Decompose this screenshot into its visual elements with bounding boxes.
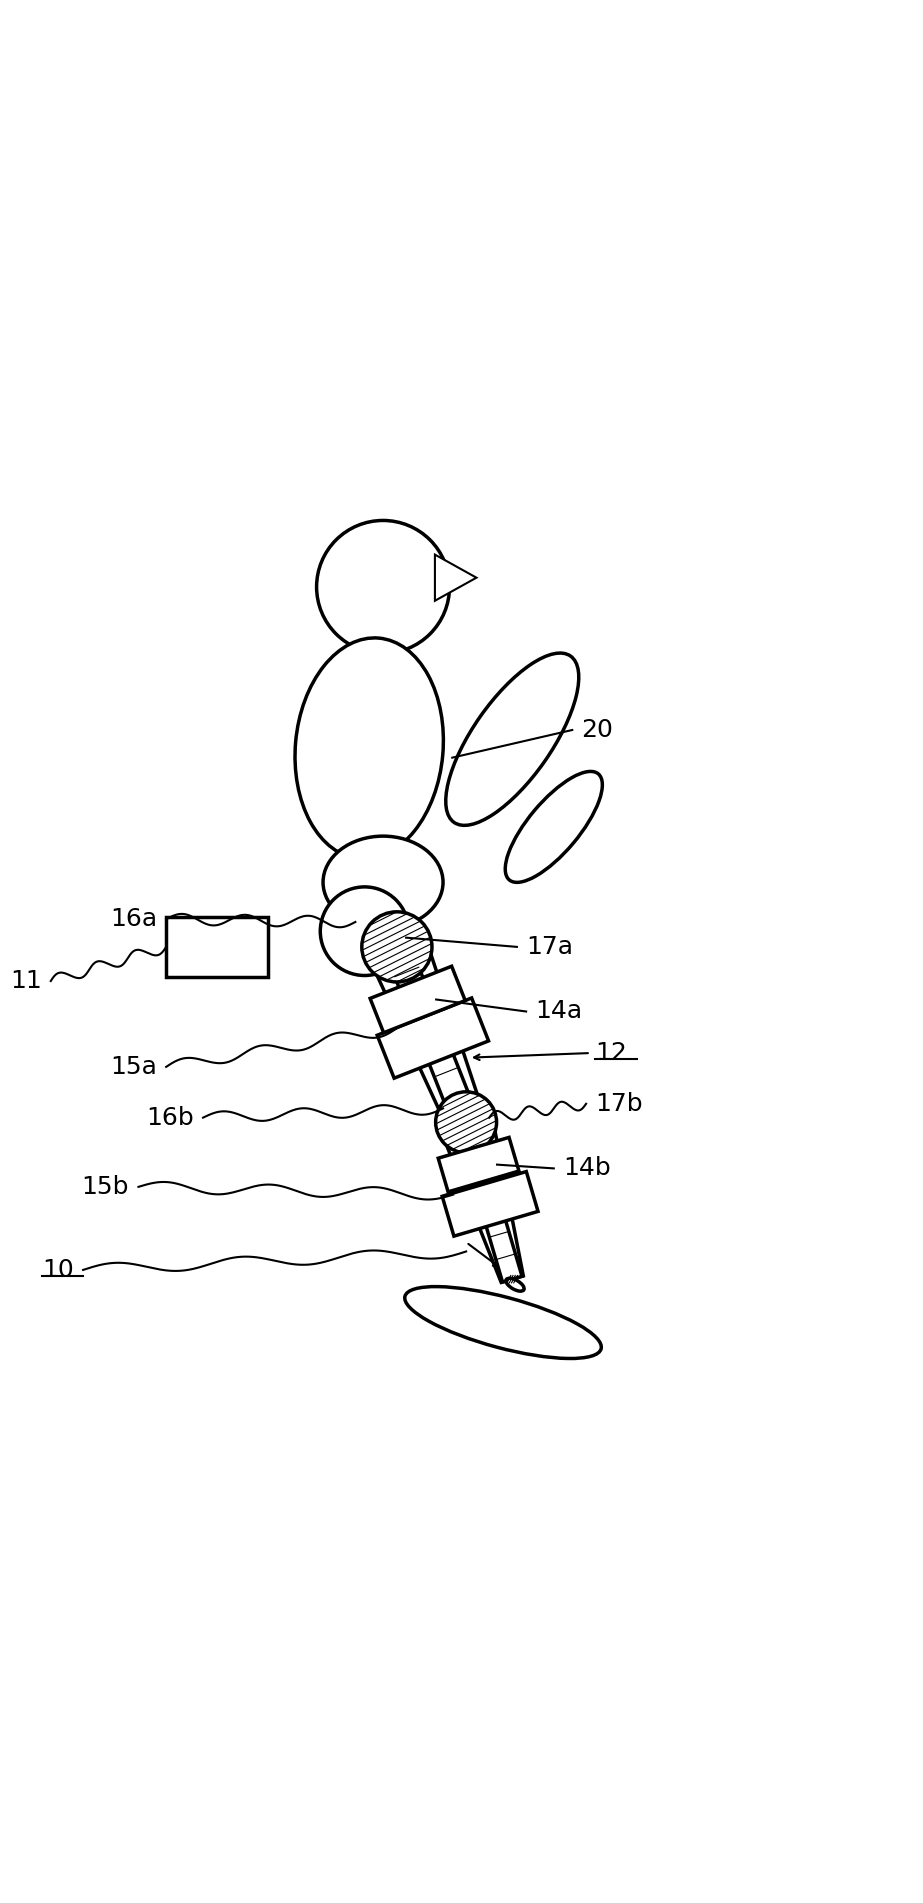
Ellipse shape bbox=[295, 638, 443, 858]
Text: 17a: 17a bbox=[526, 934, 573, 959]
Text: 11: 11 bbox=[10, 969, 42, 993]
Text: 17b: 17b bbox=[595, 1092, 643, 1115]
Ellipse shape bbox=[323, 835, 443, 929]
Circle shape bbox=[362, 912, 432, 982]
Text: 10: 10 bbox=[42, 1258, 74, 1283]
Polygon shape bbox=[442, 1172, 538, 1237]
Ellipse shape bbox=[405, 1286, 601, 1359]
Polygon shape bbox=[440, 1115, 523, 1283]
Polygon shape bbox=[370, 967, 465, 1033]
Text: 15b: 15b bbox=[82, 1174, 129, 1199]
Circle shape bbox=[436, 1092, 497, 1153]
Polygon shape bbox=[456, 1119, 522, 1283]
Text: 20: 20 bbox=[581, 717, 614, 742]
Circle shape bbox=[320, 887, 409, 976]
Ellipse shape bbox=[446, 653, 579, 826]
Polygon shape bbox=[369, 936, 485, 1128]
Circle shape bbox=[317, 520, 450, 653]
Text: 16a: 16a bbox=[110, 908, 157, 931]
Text: 12: 12 bbox=[595, 1041, 628, 1066]
Ellipse shape bbox=[506, 1279, 524, 1290]
Polygon shape bbox=[385, 942, 478, 1127]
Text: 14a: 14a bbox=[535, 999, 582, 1024]
Ellipse shape bbox=[505, 771, 603, 883]
Bar bbox=[166, 917, 268, 976]
Text: 15a: 15a bbox=[110, 1054, 157, 1079]
Polygon shape bbox=[435, 554, 476, 601]
Text: 14b: 14b bbox=[563, 1157, 611, 1180]
Text: 16b: 16b bbox=[146, 1106, 194, 1130]
Polygon shape bbox=[438, 1138, 519, 1191]
Polygon shape bbox=[378, 997, 488, 1079]
